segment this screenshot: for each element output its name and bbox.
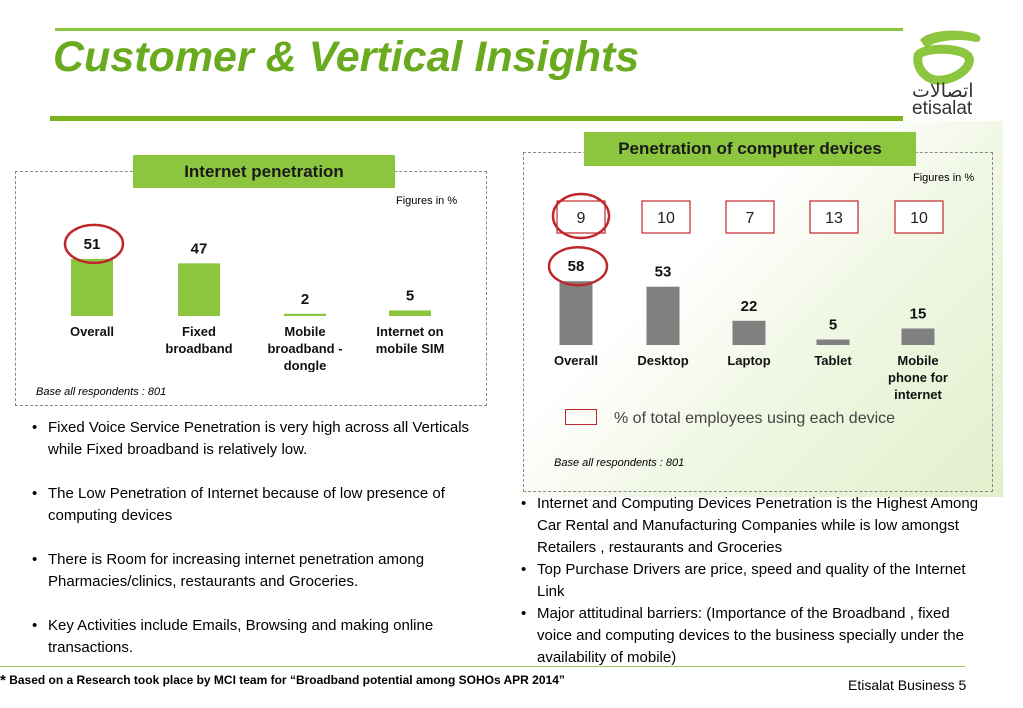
chart-bar	[732, 320, 766, 345]
list-item: Major attitudinal barriers: (Importance …	[515, 603, 985, 669]
employee-share-box	[556, 200, 606, 234]
category-label: Mobile	[897, 353, 938, 368]
chart-bar	[901, 328, 935, 345]
legend-label: % of total employees using each device	[614, 410, 896, 427]
employee-share-box	[809, 200, 859, 234]
category-label: Overall	[554, 353, 598, 368]
highlight-ellipse	[63, 223, 125, 265]
employee-share-label: 9	[577, 210, 586, 227]
category-label: broadband	[165, 341, 232, 356]
category-label: internet	[894, 387, 942, 402]
category-label: Overall	[70, 324, 114, 339]
chart-bar	[284, 313, 326, 316]
legend-swatch	[565, 409, 597, 425]
right-figures-note: Figures in %	[913, 172, 975, 184]
left-figures-note: Figures in %	[396, 195, 458, 207]
category-label: Internet on	[376, 324, 443, 339]
internet-penetration-chart-box: Figures in % 51 Overall 47 Fixed broadband 2 M…	[15, 171, 487, 406]
chart-bar	[389, 310, 431, 316]
list-item: Top Purchase Drivers are price, speed an…	[515, 559, 985, 603]
category-label: broadband -	[267, 341, 342, 356]
employee-share-label: 7	[746, 210, 755, 227]
right-base-note: Base all respondents : 801	[554, 457, 685, 469]
footer-rule	[0, 666, 965, 667]
data-label: 5	[829, 317, 837, 334]
page-label: Etisalat Business 5	[848, 677, 967, 693]
category-label: mobile SIM	[376, 341, 445, 356]
data-label: 5	[406, 287, 414, 304]
data-label: 58	[568, 258, 585, 275]
employee-share-box	[894, 200, 944, 234]
etisalat-logo-icon	[913, 30, 981, 85]
chart-bar	[559, 281, 593, 345]
category-label: Desktop	[637, 353, 688, 368]
computer-devices-header: Penetration of computer devices	[584, 132, 916, 166]
data-label: 15	[910, 306, 927, 323]
logo-arabic-text: اتصالات	[912, 80, 974, 102]
employee-share-label: 10	[657, 210, 675, 227]
footnote: * Based on a Research took place by MCI …	[0, 672, 565, 689]
computer-devices-chart: 58 Overall 53 Desktop 22 Laptop 5 Tablet 15 Mobil…	[547, 192, 948, 402]
category-label: Mobile	[284, 324, 325, 339]
category-label: phone for	[888, 370, 948, 385]
category-label: dongle	[284, 358, 327, 372]
employee-share-label: 13	[825, 210, 843, 227]
category-label: Laptop	[727, 353, 770, 368]
computer-devices-chart-box: Figures in % 58 Overall 53 Desktop 22 Laptop 5…	[523, 152, 993, 492]
left-base-note: Base all respondents : 801	[36, 386, 167, 398]
data-label: 51	[84, 236, 101, 253]
left-bullet-list: Fixed Voice Service Penetration is very …	[26, 417, 496, 681]
list-item: Fixed Voice Service Penetration is very …	[26, 417, 496, 461]
page-title: Customer & Vertical Insights	[53, 33, 640, 81]
data-label: 53	[655, 264, 672, 281]
list-item: Internet and Computing Devices Penetrati…	[515, 493, 985, 559]
category-label: Tablet	[814, 353, 852, 368]
employee-share-label: 10	[910, 210, 928, 227]
chart-bar	[178, 263, 220, 316]
list-item: Key Activities include Emails, Browsing …	[26, 615, 496, 659]
highlight-ellipse	[547, 245, 609, 287]
footnote-text: Based on a Research took place by MCI te…	[9, 673, 565, 687]
chart-bar	[71, 258, 113, 316]
list-item: The Low Penetration of Internet because …	[26, 483, 496, 527]
right-panel-background	[520, 121, 1003, 497]
chart-bar	[816, 339, 850, 345]
data-label: 47	[191, 240, 208, 257]
data-label: 22	[741, 298, 758, 315]
employee-share-box	[725, 200, 775, 234]
data-label: 2	[301, 291, 309, 308]
title-rule-bottom	[50, 116, 903, 121]
right-bullet-list: Internet and Computing Devices Penetrati…	[515, 493, 985, 669]
highlight-ellipse	[551, 192, 611, 240]
internet-penetration-header: Internet penetration	[133, 155, 395, 188]
title-rule-top	[55, 28, 903, 31]
category-label: Fixed	[182, 324, 216, 339]
list-item: There is Room for increasing internet pe…	[26, 549, 496, 593]
footnote-star: *	[0, 672, 6, 689]
logo-latin-text: etisalat	[912, 98, 973, 119]
employee-share-box	[641, 200, 691, 234]
internet-penetration-chart: 51 Overall 47 Fixed broadband 2 Mobile broadban…	[63, 223, 445, 372]
chart-bar	[646, 286, 680, 345]
